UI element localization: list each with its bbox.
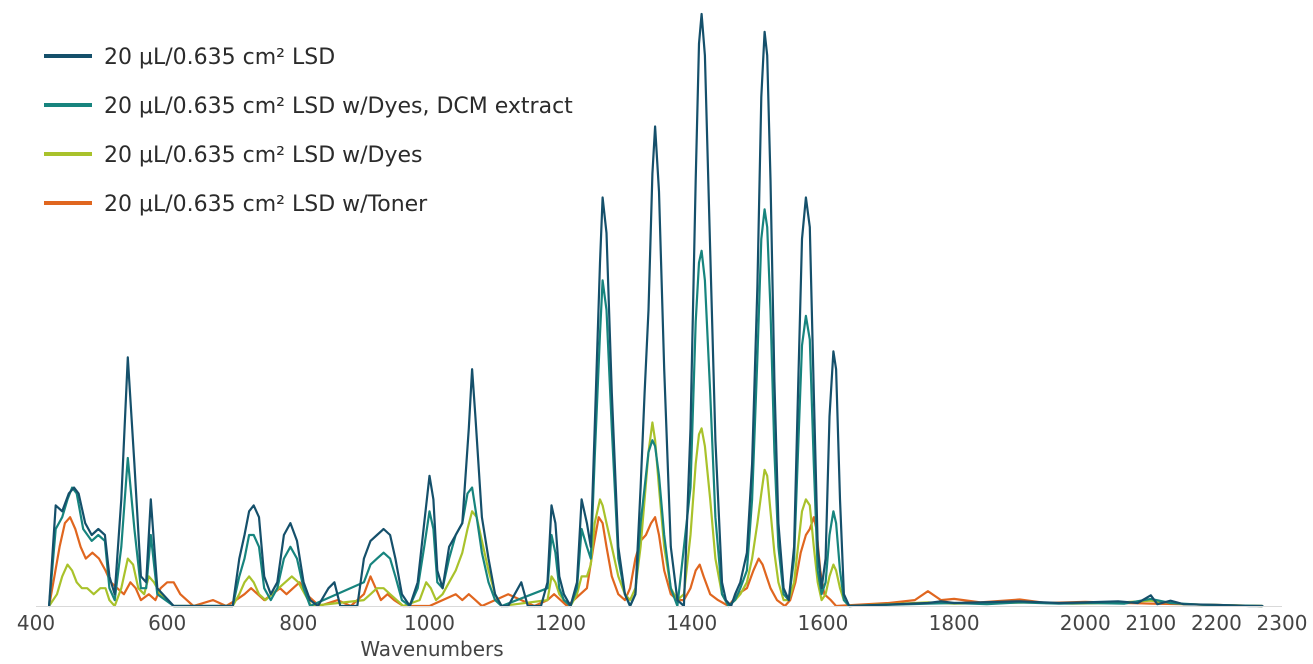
x-tick-label: 1200 bbox=[535, 611, 586, 635]
legend-item-3: 20 μL/0.635 cm² LSD w/Dyes bbox=[44, 143, 422, 168]
x-tick-label: 1400 bbox=[666, 611, 717, 635]
legend: 20 μL/0.635 cm² LSD 20 μL/0.635 cm² LSD w… bbox=[44, 45, 573, 217]
legend-label: 20 μL/0.635 cm² LSD w/Toner bbox=[104, 192, 428, 217]
legend-label: 20 μL/0.635 cm² LSD w/Dyes bbox=[104, 143, 422, 168]
series-line-2 bbox=[48, 208, 1264, 608]
legend-label: 20 μL/0.635 cm² LSD w/Dyes, DCM extract bbox=[104, 94, 573, 119]
x-tick-label: 2200 bbox=[1191, 611, 1242, 635]
x-tick-label: 400 bbox=[17, 611, 55, 635]
legend-item-1: 20 μL/0.635 cm² LSD bbox=[44, 45, 335, 70]
x-tick-label: 1000 bbox=[404, 611, 455, 635]
x-tick-label: 800 bbox=[279, 611, 317, 635]
x-axis-title: Wavenumbers bbox=[360, 637, 503, 661]
x-tick-label: 600 bbox=[148, 611, 186, 635]
x-tick-label: 1600 bbox=[797, 611, 848, 635]
x-tick-label: 1800 bbox=[929, 611, 980, 635]
x-tick-label: 2000 bbox=[1060, 611, 1111, 635]
legend-item-2: 20 μL/0.635 cm² LSD w/Dyes, DCM extract bbox=[44, 94, 573, 119]
series-line-1 bbox=[48, 12, 1264, 608]
x-tick-label: 2100 bbox=[1125, 611, 1176, 635]
series-line-4 bbox=[48, 516, 1264, 608]
x-tick-label: 2300 bbox=[1257, 611, 1308, 635]
legend-label: 20 μL/0.635 cm² LSD bbox=[104, 45, 335, 70]
x-axis-tick-labels: 400 600 800 1000 1200 1400 1600 1800 2000 2100 220… bbox=[17, 611, 1308, 635]
legend-item-4: 20 μL/0.635 cm² LSD w/Toner bbox=[44, 192, 428, 217]
